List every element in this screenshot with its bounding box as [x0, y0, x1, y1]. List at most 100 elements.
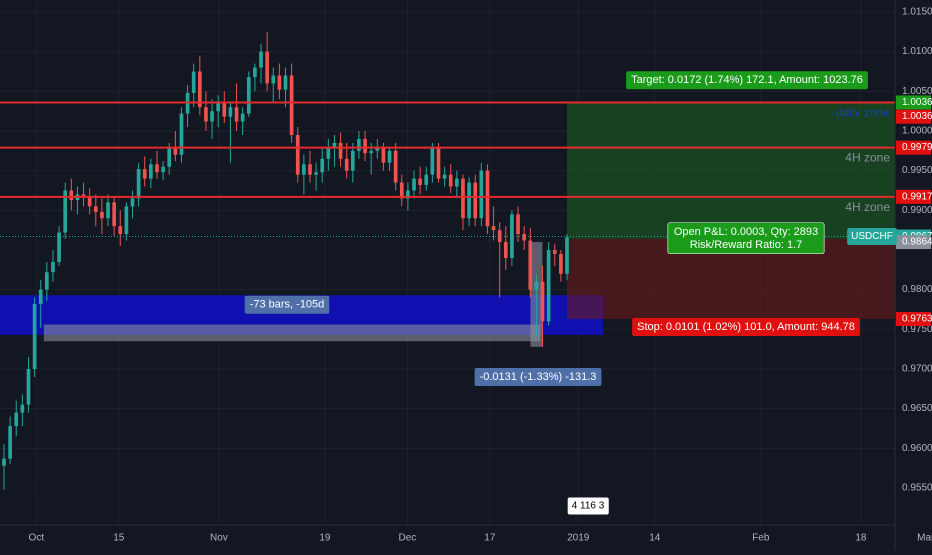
candle[interactable] — [387, 146, 392, 171]
candle[interactable] — [259, 43, 263, 84]
candle[interactable] — [308, 150, 312, 183]
candle[interactable] — [136, 162, 141, 207]
price-tick: 1.0100 — [902, 46, 932, 57]
candle[interactable] — [20, 394, 25, 427]
candle[interactable] — [332, 134, 337, 167]
candle[interactable] — [100, 198, 104, 235]
candle[interactable] — [271, 67, 276, 104]
candle[interactable] — [534, 273, 539, 338]
candle[interactable] — [455, 170, 459, 197]
candle-body — [112, 202, 116, 227]
candle[interactable] — [155, 150, 159, 179]
candle[interactable] — [130, 190, 135, 219]
candle[interactable] — [69, 178, 74, 211]
candle[interactable] — [516, 206, 520, 243]
candle-body — [314, 172, 318, 175]
candle[interactable] — [197, 55, 202, 116]
candle[interactable] — [81, 182, 86, 207]
candle[interactable] — [179, 107, 184, 163]
candle[interactable] — [112, 196, 116, 236]
candle[interactable] — [14, 400, 19, 437]
candle[interactable] — [283, 67, 288, 108]
candle[interactable] — [522, 226, 526, 250]
candle[interactable] — [277, 63, 282, 100]
candle[interactable] — [314, 162, 318, 191]
candle[interactable] — [461, 174, 465, 231]
candle[interactable] — [375, 138, 380, 159]
candle[interactable] — [442, 166, 447, 187]
candle[interactable] — [497, 222, 502, 298]
candle[interactable] — [210, 99, 214, 139]
candle[interactable] — [142, 156, 147, 187]
candle[interactable] — [222, 91, 227, 124]
candle-body — [149, 164, 153, 179]
candle[interactable] — [106, 194, 110, 227]
candle[interactable] — [436, 142, 441, 183]
candle[interactable] — [191, 63, 196, 108]
candle[interactable] — [63, 182, 68, 239]
candle[interactable] — [479, 162, 484, 227]
candle[interactable] — [357, 131, 361, 159]
candle[interactable] — [503, 226, 508, 270]
candle[interactable] — [87, 188, 92, 215]
candle[interactable] — [234, 83, 239, 131]
candle[interactable] — [552, 243, 557, 266]
candle[interactable] — [491, 206, 496, 241]
candle[interactable] — [228, 103, 233, 163]
candle[interactable] — [149, 158, 153, 189]
candle[interactable] — [485, 164, 490, 235]
candle[interactable] — [161, 161, 165, 181]
candle[interactable] — [246, 71, 251, 117]
candle[interactable] — [399, 174, 404, 207]
candle[interactable] — [344, 142, 349, 179]
candle[interactable] — [45, 261, 49, 301]
candle[interactable] — [565, 234, 569, 281]
candle[interactable] — [51, 250, 55, 282]
candle[interactable] — [467, 177, 471, 227]
candle[interactable] — [32, 297, 37, 377]
candle[interactable] — [118, 210, 123, 247]
candle[interactable] — [412, 170, 416, 199]
candle[interactable] — [320, 146, 325, 183]
candle[interactable] — [510, 210, 514, 266]
candle[interactable] — [8, 416, 12, 465]
candle[interactable] — [173, 131, 178, 162]
candle[interactable] — [448, 164, 453, 193]
candle[interactable] — [265, 31, 269, 92]
candle[interactable] — [540, 265, 545, 347]
candle[interactable] — [57, 226, 61, 266]
candle[interactable] — [124, 202, 129, 241]
candle[interactable] — [338, 132, 343, 167]
candle[interactable] — [38, 280, 43, 328]
candle[interactable] — [326, 138, 331, 171]
candle[interactable] — [2, 444, 6, 490]
candle[interactable] — [350, 142, 355, 183]
stop-label-text: Stop: 0.0101 (1.02%) 101.0, Amount: 944.… — [637, 321, 855, 333]
candle[interactable] — [424, 166, 429, 191]
candle[interactable] — [240, 107, 245, 135]
candle[interactable] — [393, 142, 398, 191]
candle[interactable] — [430, 142, 435, 183]
candle[interactable] — [546, 242, 551, 326]
candle[interactable] — [363, 131, 367, 162]
candle-body — [326, 148, 331, 159]
price-axis[interactable]: 1.0150 1.0100 1.0050 1.0000 0.9950 0.9900 0.98… — [894, 0, 932, 550]
candles-layer[interactable] — [2, 31, 569, 490]
candle[interactable] — [93, 194, 98, 227]
candle[interactable] — [216, 95, 221, 128]
candle[interactable] — [295, 127, 300, 183]
candle[interactable] — [559, 250, 563, 282]
candle[interactable] — [302, 154, 306, 195]
candle[interactable] — [253, 63, 257, 92]
candle[interactable] — [418, 166, 422, 195]
price-tick: 0.9700 — [902, 364, 932, 375]
candle-body — [344, 158, 349, 171]
candle[interactable] — [26, 357, 31, 413]
candle[interactable] — [204, 91, 208, 131]
candle[interactable] — [528, 227, 533, 298]
candle[interactable] — [473, 174, 478, 227]
candle-body — [308, 164, 312, 175]
time-axis[interactable]: Oct15Nov19Dec17201914Feb18Mar18 — [0, 524, 932, 544]
